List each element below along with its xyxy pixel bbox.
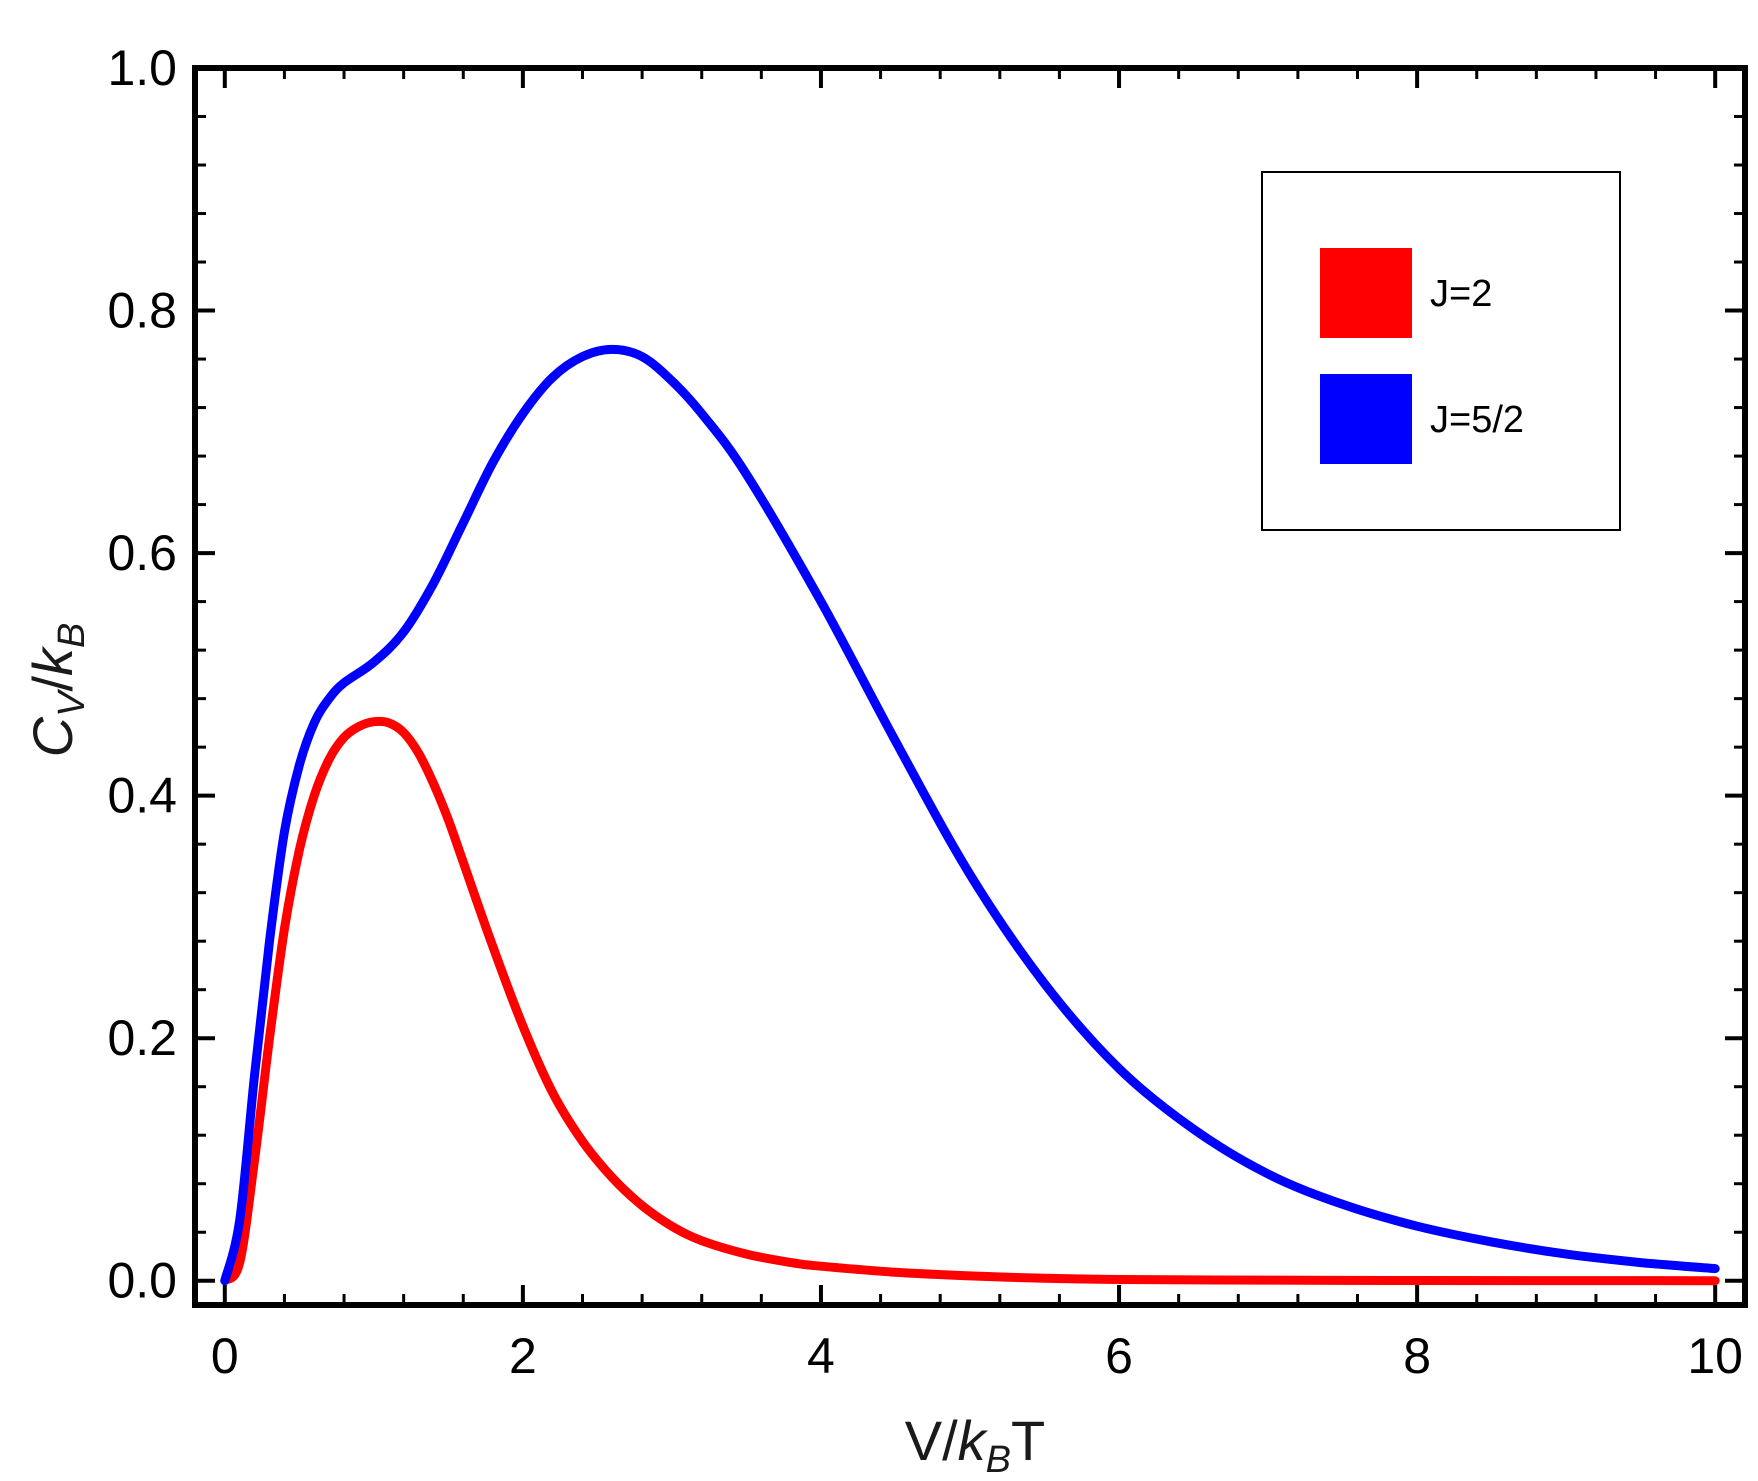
- x-axis-title: V/kBT: [905, 1409, 1046, 1481]
- y-tick-label: 0.8: [107, 283, 177, 339]
- legend-label-j52: J=5/2: [1430, 399, 1524, 441]
- legend: J=2 J=5/2: [1261, 171, 1621, 531]
- tick-labels: 0 2 4 6 8 10 0.0 0.2 0.4 0.6 0.8 1.0: [107, 40, 1743, 1384]
- y-tick-label: 0.0: [107, 1253, 177, 1309]
- ticks: [195, 66, 1745, 1305]
- y-tick-label: 0.2: [107, 1010, 177, 1066]
- plot-frame: [192, 65, 1748, 1308]
- legend-label-j2: J=2: [1430, 273, 1492, 315]
- legend-box: [1261, 171, 1621, 531]
- series-line-j52: [220, 344, 1720, 1286]
- x-tick-label: 0: [211, 1328, 239, 1384]
- x-tick-label: 8: [1403, 1328, 1431, 1384]
- x-tick-label: 2: [509, 1328, 537, 1384]
- legend-swatch-j52: [1320, 374, 1412, 464]
- y-tick-label: 0.6: [107, 525, 177, 581]
- y-axis-title: CV/kB: [21, 623, 93, 758]
- x-tick-label: 10: [1687, 1328, 1743, 1384]
- series-line-j2: [220, 716, 1720, 1286]
- x-tick-label: 6: [1105, 1328, 1133, 1384]
- series-lines: [220, 344, 1720, 1286]
- x-tick-label: 4: [807, 1328, 835, 1384]
- legend-swatch-j2: [1320, 248, 1412, 338]
- y-tick-label: 1.0: [107, 40, 177, 96]
- y-tick-label: 0.4: [107, 768, 177, 824]
